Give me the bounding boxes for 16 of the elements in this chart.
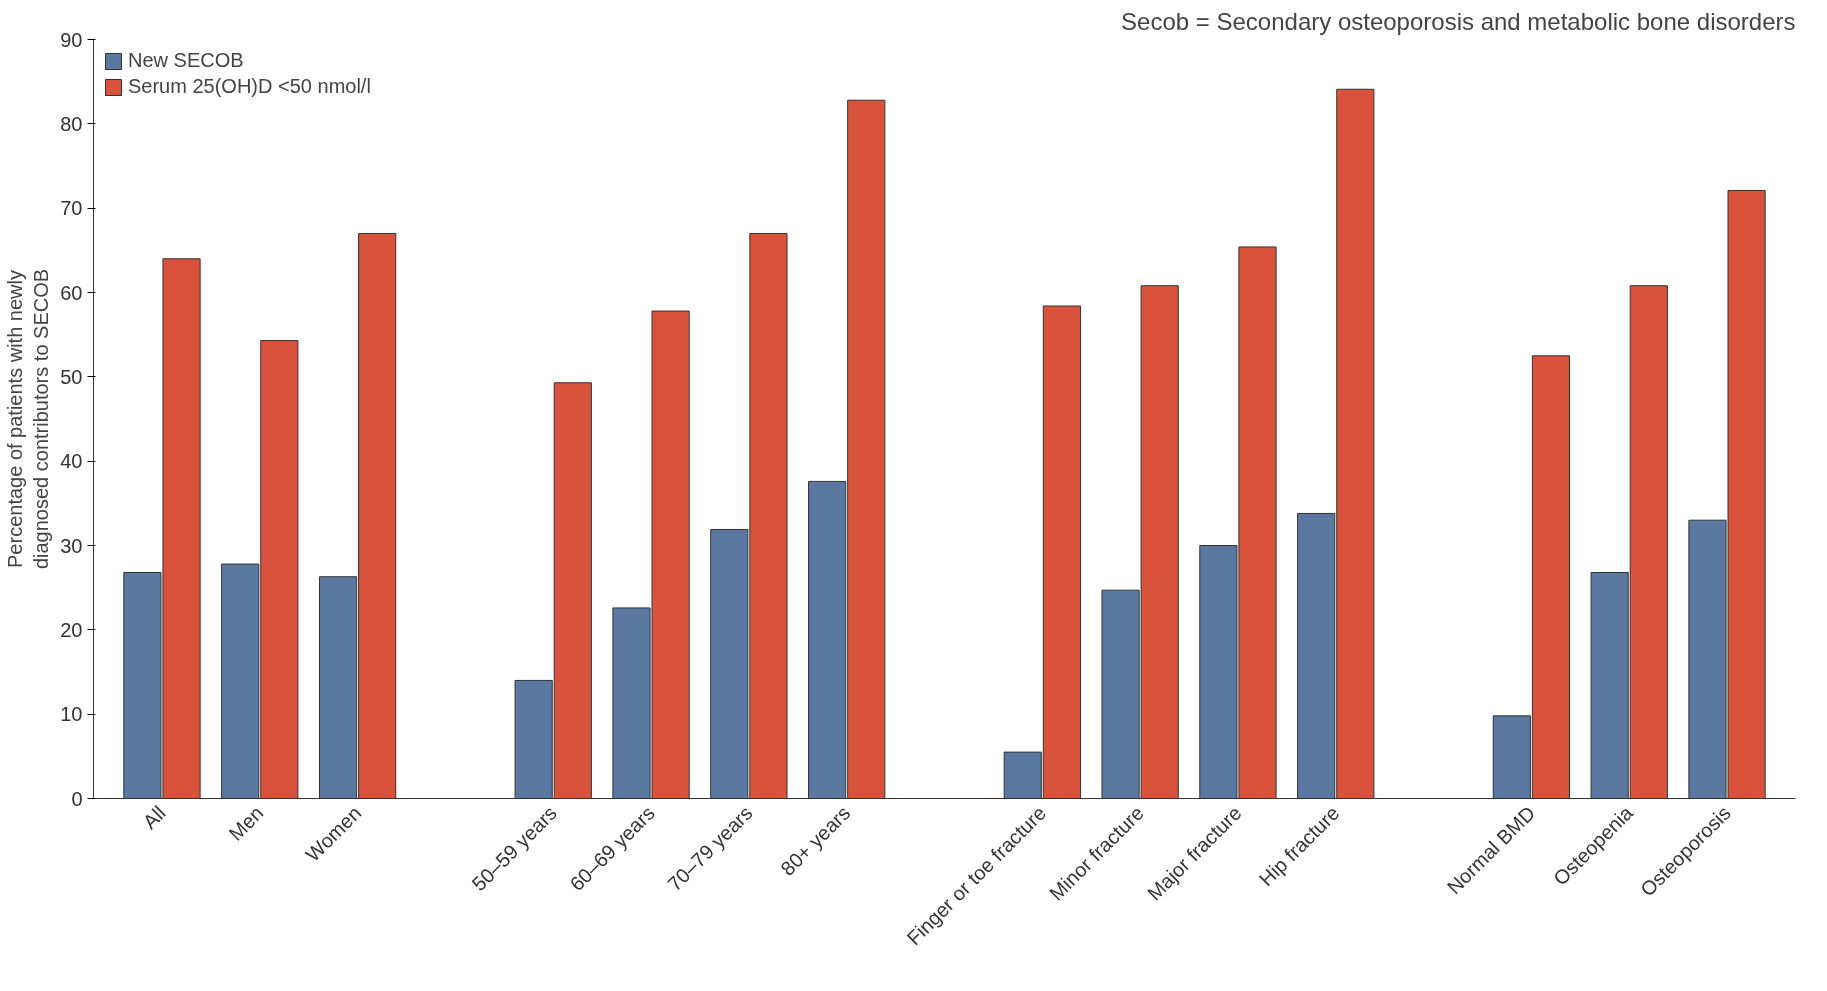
x-tick-label: Men: [224, 801, 268, 845]
legend-label: New SECOB: [128, 49, 244, 72]
y-tick-label: 50: [60, 365, 83, 388]
y-tick-label: 30: [60, 534, 83, 557]
y-tick-label: 80: [60, 112, 83, 135]
y-tick-label: 60: [60, 281, 83, 304]
text: Secob = Secondary osteoporosis and metabolic bone disorders: [1121, 7, 1796, 35]
y-tick-label: 20: [60, 618, 83, 641]
legend-label: Serum 25(OH)D <50 nmol/l: [128, 75, 371, 98]
y-tick-label: 0: [71, 787, 83, 810]
y-tick-label: 70: [60, 197, 83, 220]
y-tick-label: 10: [60, 703, 83, 726]
x-tick-label: All: [138, 801, 170, 833]
y-tick-label: 90: [60, 28, 83, 51]
y-axis-title: Percentage of patients with newly diagnosed contributors to SECOB: [3, 268, 53, 570]
y-tick-label: 40: [60, 450, 83, 473]
